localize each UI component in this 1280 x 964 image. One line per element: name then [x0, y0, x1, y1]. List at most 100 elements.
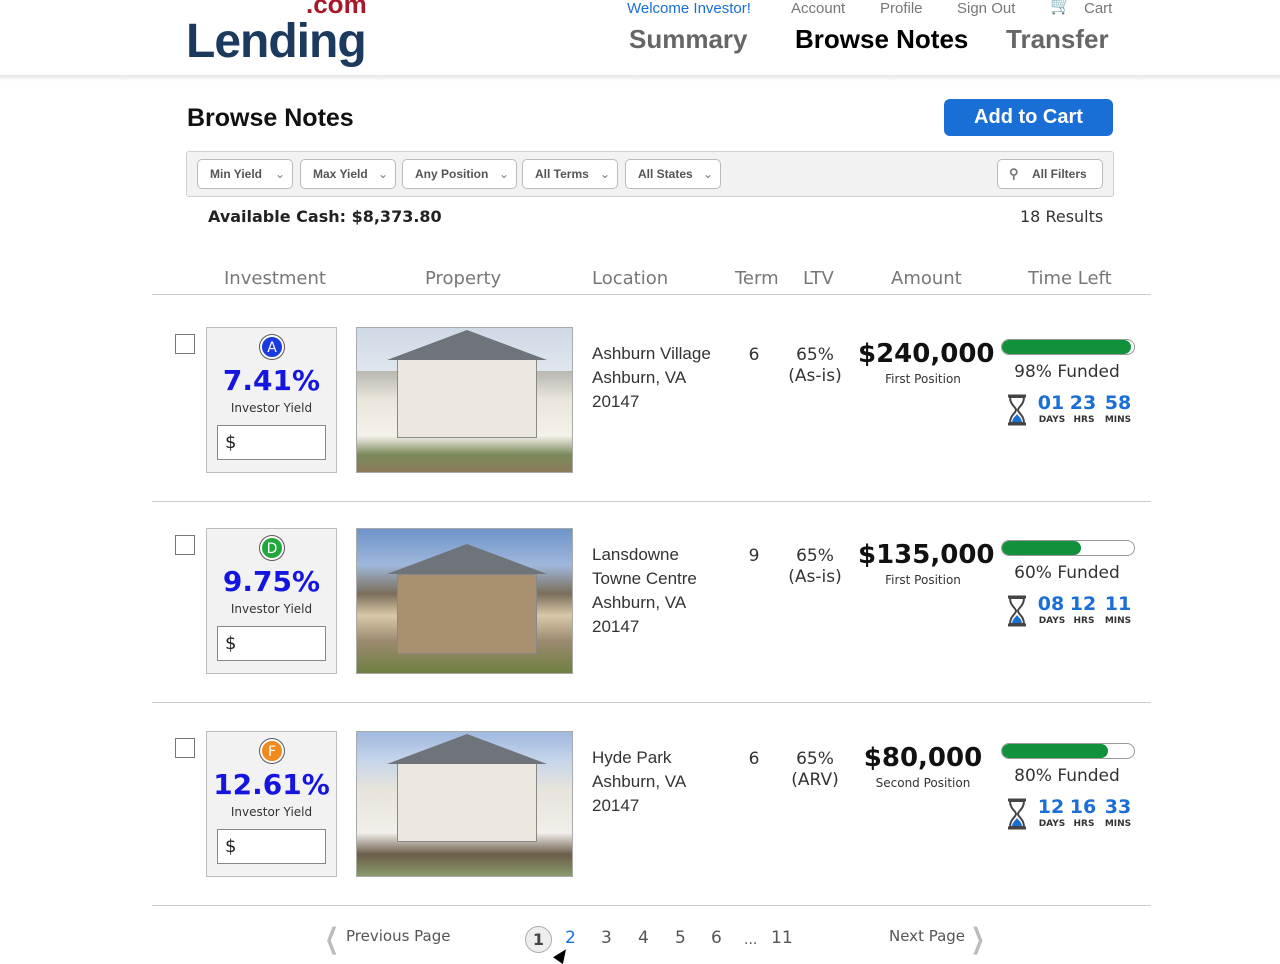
term-value: 6 [748, 345, 760, 365]
chevron-down-icon: ⌄ [599, 167, 610, 181]
minutes-label: MINS [1104, 415, 1132, 425]
filter-bar: Min Yield ⌄ Max Yield ⌄ Any Position ⌄ All … [186, 151, 1114, 197]
grade-badge: F [260, 739, 284, 763]
add-to-cart-button[interactable]: Add to Cart [944, 99, 1113, 136]
col-investment: Investment [224, 268, 326, 289]
roof-shape [387, 544, 547, 574]
page-title: Browse Notes [187, 104, 354, 132]
hourglass-icon [1008, 394, 1026, 426]
funded-progress-fill [1002, 744, 1108, 758]
days-label: DAYS [1038, 819, 1066, 829]
logo[interactable]: Lending [186, 15, 367, 68]
divider [152, 905, 1151, 906]
investment-amount-input[interactable]: $ [217, 425, 326, 460]
location-line: Lansdowne [592, 545, 679, 564]
divider [152, 702, 1151, 703]
note-checkbox[interactable] [175, 535, 195, 555]
site-header: Lending .com Welcome Investor! Account P… [0, 0, 1280, 81]
house-shape [397, 358, 537, 438]
mouse-cursor-icon [553, 945, 571, 964]
days-value: 08 [1037, 593, 1065, 615]
hours-label: HRS [1073, 415, 1095, 425]
location-line: Ashburn, VA [592, 368, 687, 387]
loan-amount: $135,000 [858, 540, 995, 570]
nav-summary[interactable]: Summary [629, 24, 748, 54]
dollar-prefix: $ [225, 633, 237, 654]
investment-amount-input[interactable]: $ [217, 626, 326, 661]
investment-amount-input[interactable]: $ [217, 829, 326, 864]
account-link[interactable]: Account [791, 0, 846, 17]
days-label: DAYS [1038, 616, 1066, 626]
location-line: 20147 [592, 392, 640, 411]
roof-shape [387, 734, 547, 764]
sign-out-link[interactable]: Sign Out [957, 0, 1016, 17]
term-value: 9 [748, 546, 760, 566]
filter-label: Any Position [415, 167, 489, 181]
page-1[interactable]: 1 [525, 926, 552, 953]
chevron-left-icon[interactable]: ❮ [324, 922, 339, 955]
funded-progress-bar [1001, 540, 1135, 556]
nav-transfer[interactable]: Transfer [1006, 24, 1109, 54]
min-yield-filter[interactable]: Min Yield ⌄ [197, 159, 293, 189]
profile-link[interactable]: Profile [880, 0, 923, 17]
chevron-right-icon[interactable]: ❯ [970, 922, 985, 955]
ltv: 65% (ARV) [785, 749, 845, 791]
page-3[interactable]: 3 [601, 928, 612, 948]
chevron-down-icon: ⌄ [274, 167, 285, 181]
cart-link[interactable]: Cart [1084, 0, 1113, 17]
investor-yield-label: Investor Yield [230, 401, 313, 415]
next-page-link[interactable]: Next Page [889, 927, 966, 945]
property-photo[interactable] [356, 731, 573, 877]
funded-text: 60% Funded [1014, 563, 1120, 583]
max-yield-filter[interactable]: Max Yield ⌄ [300, 159, 396, 189]
dollar-prefix: $ [225, 432, 237, 453]
page-4[interactable]: 4 [638, 928, 649, 948]
minutes-label: MINS [1104, 819, 1132, 829]
cart-icon[interactable]: 🛒 [1050, 0, 1072, 15]
funded-progress-bar [1001, 743, 1135, 759]
ltv-basis: (ARV) [791, 770, 839, 790]
page-11[interactable]: 11 [771, 928, 793, 948]
house-shape [397, 574, 537, 654]
note-checkbox[interactable] [175, 334, 195, 354]
location-line: Towne Centre [592, 569, 697, 588]
page-2[interactable]: 2 [565, 928, 576, 948]
terms-filter[interactable]: All Terms ⌄ [522, 159, 618, 189]
minutes-value: 11 [1104, 593, 1132, 615]
investor-yield-label: Investor Yield [230, 602, 313, 616]
location: Ashburn Village Ashburn, VA 20147 [592, 342, 732, 414]
yield-box: D 9.75% Investor Yield $ [206, 528, 337, 674]
location-line: Hyde Park [592, 748, 672, 767]
investor-yield-value: 12.61% [213, 768, 330, 801]
col-amount: Amount [891, 268, 962, 289]
ltv-basis: (As-is) [788, 567, 842, 587]
property-photo[interactable] [356, 327, 573, 473]
divider [152, 501, 1151, 502]
all-filters-button[interactable]: ⚲ All Filters [997, 159, 1103, 189]
search-icon: ⚲ [1009, 166, 1019, 181]
col-time-left: Time Left [1028, 268, 1112, 289]
ltv-value: 65% [796, 749, 834, 769]
ltv-value: 65% [796, 345, 834, 365]
page-5[interactable]: 5 [675, 928, 686, 948]
hourglass-icon [1008, 798, 1026, 830]
location: Hyde Park Ashburn, VA 20147 [592, 746, 732, 818]
hours-label: HRS [1073, 616, 1095, 626]
filter-label: All Terms [535, 167, 589, 181]
position-filter[interactable]: Any Position ⌄ [402, 159, 517, 189]
chevron-down-icon: ⌄ [498, 167, 509, 181]
property-photo[interactable] [356, 528, 573, 674]
note-checkbox[interactable] [175, 738, 195, 758]
hours-value: 23 [1069, 392, 1097, 414]
hours-value: 16 [1069, 796, 1097, 818]
nav-browse-notes[interactable]: Browse Notes [795, 24, 969, 54]
page-6: 6 [711, 928, 722, 948]
term-value: 6 [748, 749, 760, 769]
days-value: 01 [1037, 392, 1065, 414]
col-property: Property [425, 268, 502, 289]
filter-label: Min Yield [210, 167, 263, 181]
welcome-text: Welcome Investor! [627, 0, 751, 17]
states-filter[interactable]: All States ⌄ [625, 159, 721, 189]
previous-page-link[interactable]: Previous Page [346, 927, 451, 945]
location-line: 20147 [592, 617, 640, 636]
